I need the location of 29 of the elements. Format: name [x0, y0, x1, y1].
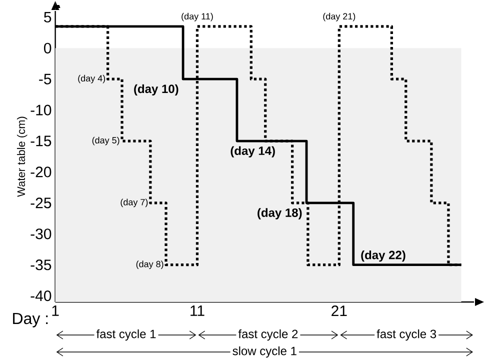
y-axis-title: Water table (cm): [16, 116, 28, 197]
annotation: (day 8): [136, 260, 164, 270]
y-tick-label: 0: [44, 42, 52, 54]
y-tick-label: -5: [39, 74, 52, 84]
x-axis-title: Day :: [13, 312, 48, 328]
annotation: (day 22): [361, 250, 406, 262]
annotation: (day 21): [323, 12, 356, 22]
y-tick-label: -15: [30, 136, 52, 146]
y-tick-label: -10: [30, 104, 52, 116]
annotation: (day 5): [92, 136, 120, 146]
text: slow cycle 1: [232, 346, 296, 358]
text: fast cycle 3: [376, 329, 436, 341]
y-tick-label: -30: [30, 228, 52, 240]
annotation: (day 18): [258, 208, 302, 220]
y-tick-label: -40: [30, 290, 52, 302]
annotation: (day 11): [182, 12, 213, 22]
y-tick-label: -20: [30, 166, 52, 178]
y-tick-label: -25: [30, 198, 52, 208]
annotation: (day 4): [78, 74, 106, 84]
annotation: (day 14): [230, 146, 275, 158]
annotation: (day 10): [134, 84, 178, 96]
x-tick-label: 21: [332, 306, 347, 316]
x-tick-label: 11: [190, 306, 204, 316]
y-tick-label: -35: [30, 260, 52, 270]
text: fast cycle 2: [238, 329, 298, 341]
y-tick-label: 5: [44, 12, 52, 22]
x-tick-label: 1: [52, 306, 59, 316]
text: fast cycle 1: [96, 329, 156, 341]
annotation: (day 7): [120, 198, 148, 208]
